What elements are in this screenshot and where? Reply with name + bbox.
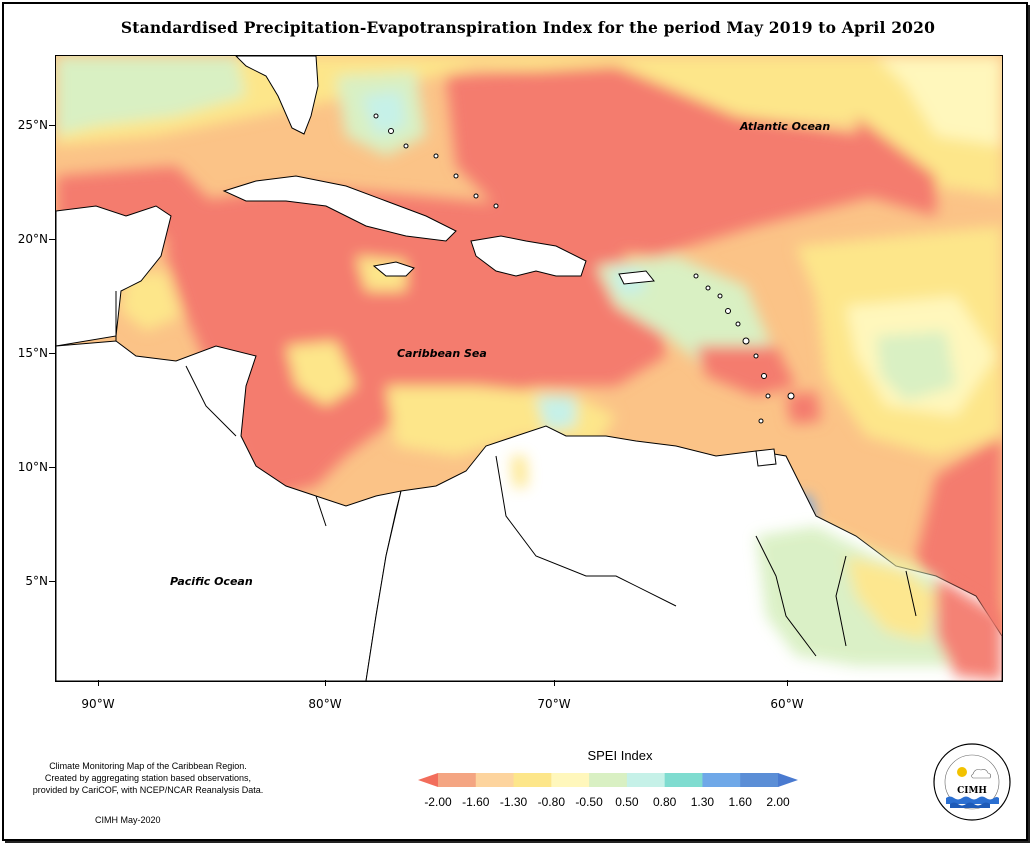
x-tick-70w bbox=[554, 680, 555, 686]
land-hispaniola bbox=[470, 235, 587, 277]
legend-cell bbox=[551, 773, 590, 787]
x-label-70w: 70°W bbox=[537, 697, 571, 711]
y-tick-10n bbox=[49, 467, 55, 468]
x-label-80w: 80°W bbox=[308, 697, 342, 711]
credits-line-1: Climate Monitoring Map of the Caribbean … bbox=[49, 761, 247, 771]
y-label-25n: 25°N bbox=[17, 118, 48, 132]
logo-text: CIMH bbox=[957, 786, 987, 796]
y-tick-25n bbox=[49, 125, 55, 126]
waves-icon bbox=[946, 796, 999, 804]
legend-cell bbox=[589, 773, 628, 787]
label-atlantic-ocean: Atlantic Ocean bbox=[740, 120, 831, 133]
legend-tick-label: -1.30 bbox=[499, 795, 528, 809]
y-tick-20n bbox=[49, 239, 55, 240]
legend-title: SPEI Index bbox=[587, 748, 653, 763]
land-florida bbox=[235, 56, 319, 135]
map-canvas bbox=[56, 56, 1002, 681]
legend-cells bbox=[418, 773, 798, 787]
y-tick-5n bbox=[49, 581, 55, 582]
map-title: Standardised Precipitation-Evapotranspir… bbox=[120, 18, 936, 37]
land-puerto-rico bbox=[618, 270, 655, 285]
x-label-90w: 90°W bbox=[81, 697, 115, 711]
legend-tick-label: 1.30 bbox=[690, 795, 715, 809]
spei-map bbox=[55, 55, 1003, 682]
cimh-logo: CIMH bbox=[933, 743, 1011, 821]
legend-tick-label: -1.60 bbox=[462, 795, 490, 809]
y-label-5n: 5°N bbox=[25, 574, 48, 588]
land-jamaica bbox=[372, 261, 415, 277]
label-pacific-ocean: Pacific Ocean bbox=[170, 575, 253, 588]
legend-arrow-high bbox=[778, 773, 798, 787]
x-label-60w: 60°W bbox=[770, 697, 804, 711]
legend-tick-label: -0.80 bbox=[537, 795, 565, 809]
y-tick-15n bbox=[49, 353, 55, 354]
legend-tick-label: 2.00 bbox=[766, 795, 790, 809]
legend-tick-label: 1.60 bbox=[728, 795, 752, 809]
spei-contours bbox=[56, 56, 1002, 681]
legend-tick-label: 0.80 bbox=[652, 795, 677, 809]
y-label-15n: 15°N bbox=[17, 346, 48, 360]
label-caribbean-sea: Caribbean Sea bbox=[397, 347, 487, 360]
land-cuba bbox=[222, 175, 457, 242]
y-label-20n: 20°N bbox=[17, 232, 48, 246]
sun-icon bbox=[957, 767, 967, 777]
x-tick-80w bbox=[325, 680, 326, 686]
legend-tick-label: -0.50 bbox=[575, 795, 603, 809]
legend-labels: -2.00 -1.60 -1.30 -0.80 -0.50 0.50 0.80 1.30 1.6… bbox=[418, 795, 798, 811]
legend-tick-label: 0.50 bbox=[615, 795, 639, 809]
legend-colorbar bbox=[418, 773, 798, 787]
credits-line-3: provided by CariCOF, with NCEP/NCAR Rean… bbox=[32, 785, 264, 795]
legend-cell bbox=[475, 773, 515, 787]
country-borders bbox=[115, 291, 917, 657]
cloud-icon bbox=[971, 769, 991, 779]
land-yucatan bbox=[56, 205, 172, 347]
legend-cell bbox=[740, 773, 779, 787]
credits-block: Climate Monitoring Map of the Caribbean … bbox=[18, 760, 278, 796]
credits-date: CIMH May-2020 bbox=[95, 815, 161, 825]
legend-cell bbox=[664, 773, 703, 787]
legend-cell bbox=[513, 773, 552, 787]
guianas-field bbox=[511, 456, 1002, 681]
legend-arrow-low bbox=[418, 773, 438, 787]
lesser-antilles bbox=[373, 113, 795, 424]
credits-line-2: Created by aggregating station based obs… bbox=[44, 773, 252, 783]
legend-tick-label: -2.00 bbox=[424, 795, 452, 809]
land-trinidad bbox=[755, 448, 777, 467]
legend-cell bbox=[626, 773, 666, 787]
x-tick-90w bbox=[98, 680, 99, 686]
legend-cell bbox=[438, 773, 477, 787]
y-label-10n: 10°N bbox=[17, 460, 48, 474]
legend-cell bbox=[702, 773, 741, 787]
x-tick-60w bbox=[787, 680, 788, 686]
